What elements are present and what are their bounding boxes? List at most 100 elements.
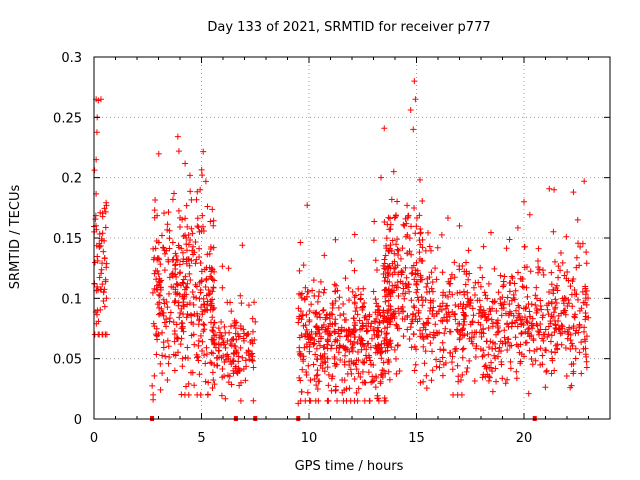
data-point xyxy=(304,202,311,209)
data-point xyxy=(322,316,329,323)
data-point xyxy=(392,355,399,362)
data-point xyxy=(162,250,169,257)
data-point xyxy=(166,245,173,252)
data-point xyxy=(332,329,339,336)
data-point xyxy=(413,259,420,266)
data-point xyxy=(498,312,505,319)
data-point xyxy=(400,221,407,228)
data-point xyxy=(499,375,506,382)
data-point xyxy=(423,332,430,339)
data-point xyxy=(518,330,525,337)
data-point xyxy=(482,292,489,299)
data-point xyxy=(416,249,423,256)
data-point xyxy=(417,225,424,232)
data-point xyxy=(495,328,502,335)
data-point xyxy=(158,305,165,312)
data-point xyxy=(387,318,394,325)
data-point xyxy=(511,280,518,287)
data-point xyxy=(172,298,179,305)
data-point xyxy=(413,223,420,230)
data-point xyxy=(389,237,396,244)
data-point xyxy=(227,323,234,330)
data-point xyxy=(222,356,229,363)
data-point xyxy=(206,250,213,257)
data-point xyxy=(459,327,466,334)
data-point xyxy=(351,376,358,383)
data-point xyxy=(209,384,216,391)
data-point xyxy=(176,261,183,268)
data-point xyxy=(179,355,186,362)
data-point xyxy=(480,347,487,354)
data-point xyxy=(570,275,577,282)
data-point xyxy=(351,294,358,301)
data-point xyxy=(314,367,321,374)
data-point xyxy=(481,313,488,320)
data-point xyxy=(389,315,396,322)
data-point xyxy=(562,307,569,314)
data-point xyxy=(188,196,195,203)
data-point xyxy=(101,205,108,212)
data-point xyxy=(372,384,379,391)
data-point xyxy=(535,264,542,271)
data-point xyxy=(341,326,348,333)
data-point xyxy=(436,364,443,371)
data-point xyxy=(317,352,324,359)
data-point xyxy=(297,377,304,384)
data-point xyxy=(357,291,364,298)
data-point xyxy=(554,287,561,294)
data-point xyxy=(321,286,328,293)
data-point xyxy=(552,321,559,328)
data-point xyxy=(354,338,361,345)
data-point xyxy=(528,301,535,308)
data-point xyxy=(385,264,392,271)
data-point xyxy=(410,311,417,318)
data-point xyxy=(506,236,513,243)
data-point xyxy=(306,308,313,315)
data-point xyxy=(326,331,333,338)
data-point xyxy=(333,345,340,352)
data-point xyxy=(180,311,187,318)
data-point xyxy=(408,251,415,258)
data-point xyxy=(154,255,161,262)
data-point xyxy=(361,379,368,386)
data-point xyxy=(102,278,109,285)
data-point xyxy=(199,172,206,179)
data-point xyxy=(324,341,331,348)
data-point xyxy=(583,287,590,294)
data-point xyxy=(530,337,537,344)
data-point xyxy=(240,366,247,373)
data-point xyxy=(199,311,206,318)
data-point xyxy=(464,365,471,372)
data-point xyxy=(195,321,202,328)
data-point xyxy=(406,288,413,295)
data-point xyxy=(534,295,540,302)
data-point xyxy=(329,305,336,312)
data-point xyxy=(211,277,218,284)
data-point xyxy=(442,325,449,332)
data-point xyxy=(309,287,316,294)
data-point xyxy=(423,320,430,327)
data-point xyxy=(305,362,312,369)
data-point xyxy=(295,319,302,326)
data-point xyxy=(455,373,462,380)
data-point xyxy=(96,243,103,250)
data-point xyxy=(209,206,216,213)
data-point xyxy=(407,106,414,113)
data-point xyxy=(523,318,530,325)
data-point xyxy=(237,397,244,404)
data-point xyxy=(202,284,209,291)
data-point xyxy=(245,302,252,309)
data-point xyxy=(153,332,160,339)
data-point xyxy=(388,196,395,203)
data-point xyxy=(378,174,385,181)
data-point xyxy=(213,332,220,339)
data-point xyxy=(433,356,440,363)
data-point xyxy=(543,368,550,375)
data-point xyxy=(462,281,469,288)
data-point xyxy=(382,252,389,259)
data-point xyxy=(159,329,166,336)
data-point xyxy=(422,348,429,355)
data-point xyxy=(568,340,575,347)
data-point xyxy=(371,218,378,225)
data-point xyxy=(218,332,225,339)
